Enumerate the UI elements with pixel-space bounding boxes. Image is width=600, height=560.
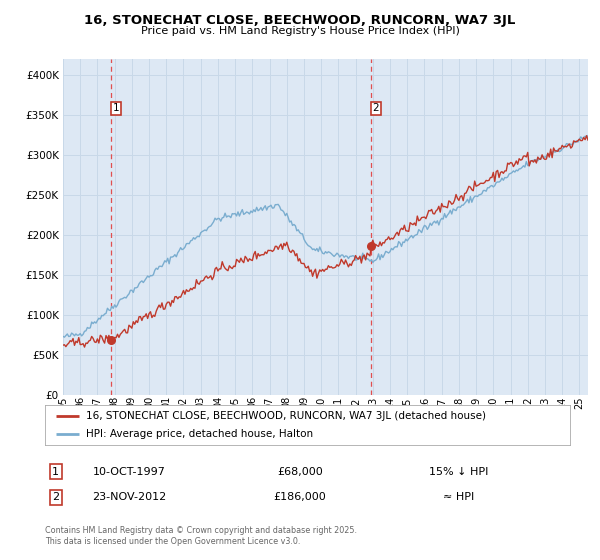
- Text: 1: 1: [52, 466, 59, 477]
- Text: Price paid vs. HM Land Registry's House Price Index (HPI): Price paid vs. HM Land Registry's House …: [140, 26, 460, 36]
- Text: £186,000: £186,000: [274, 492, 326, 502]
- Text: ≈ HPI: ≈ HPI: [443, 492, 475, 502]
- Text: Contains HM Land Registry data © Crown copyright and database right 2025.
This d: Contains HM Land Registry data © Crown c…: [45, 526, 357, 546]
- Text: 16, STONECHAT CLOSE, BEECHWOOD, RUNCORN, WA7 3JL: 16, STONECHAT CLOSE, BEECHWOOD, RUNCORN,…: [85, 14, 515, 27]
- Text: 2: 2: [373, 104, 379, 114]
- Text: 23-NOV-2012: 23-NOV-2012: [92, 492, 166, 502]
- Text: 1: 1: [113, 104, 119, 114]
- Text: 16, STONECHAT CLOSE, BEECHWOOD, RUNCORN, WA7 3JL (detached house): 16, STONECHAT CLOSE, BEECHWOOD, RUNCORN,…: [86, 411, 486, 421]
- Text: 10-OCT-1997: 10-OCT-1997: [92, 466, 166, 477]
- Text: 15% ↓ HPI: 15% ↓ HPI: [430, 466, 488, 477]
- Text: HPI: Average price, detached house, Halton: HPI: Average price, detached house, Halt…: [86, 430, 313, 439]
- Text: 2: 2: [52, 492, 59, 502]
- Text: £68,000: £68,000: [277, 466, 323, 477]
